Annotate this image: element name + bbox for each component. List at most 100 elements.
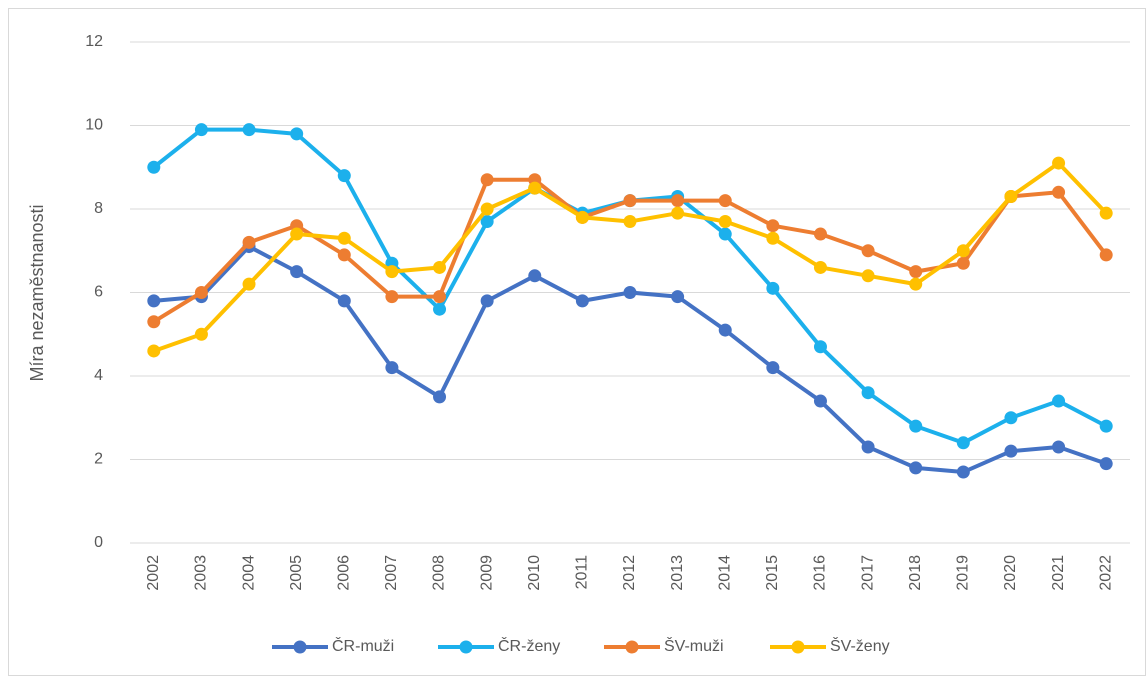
x-tick-label: 2019 [955, 555, 972, 591]
data-point [385, 290, 399, 304]
x-tick-label: 2002 [145, 555, 162, 591]
data-point [956, 256, 970, 270]
data-point [623, 286, 637, 299]
data-point [1099, 248, 1113, 262]
data-point [337, 294, 351, 308]
data-point [718, 194, 732, 208]
legend-marker [293, 640, 307, 654]
x-tick-label: 2013 [669, 555, 686, 591]
x-tick-label: 2003 [193, 555, 210, 591]
data-point [909, 265, 923, 279]
data-point [909, 461, 923, 475]
y-axis-label: Míra nezaměstnanosti [27, 204, 47, 381]
x-tick-label: 2017 [859, 555, 876, 591]
data-point [718, 227, 732, 241]
x-tick-label: 2018 [907, 555, 924, 591]
data-point [718, 215, 732, 229]
data-point [147, 315, 161, 329]
data-point [861, 244, 875, 258]
data-point [480, 202, 494, 216]
data-point [194, 123, 208, 137]
y-tick-label: 0 [94, 534, 103, 551]
data-point [718, 323, 732, 337]
data-point [480, 215, 494, 229]
x-tick-label: 2011 [574, 555, 591, 590]
data-point [433, 260, 447, 274]
x-tick-label: 2021 [1050, 555, 1067, 591]
data-point [290, 265, 304, 279]
data-point [147, 160, 161, 174]
data-point [623, 215, 637, 229]
data-point [385, 361, 399, 375]
x-tick-label: 2007 [383, 555, 400, 591]
legend-marker [625, 640, 639, 654]
data-point [528, 181, 542, 195]
data-point [242, 277, 256, 291]
data-point [242, 235, 256, 249]
legend-label: ŠV-ženy [830, 636, 890, 655]
data-point [1052, 440, 1066, 454]
y-tick-label: 4 [94, 367, 103, 384]
data-point [813, 260, 827, 274]
data-point [1052, 156, 1066, 170]
data-point [671, 194, 685, 208]
data-point [1004, 411, 1018, 425]
data-point [1099, 206, 1113, 220]
data-point [290, 227, 304, 241]
data-point [956, 465, 970, 479]
data-point [1099, 457, 1113, 471]
data-point [861, 440, 875, 454]
x-tick-label: 2006 [336, 555, 353, 591]
data-point [147, 344, 161, 358]
x-tick-label: 2008 [431, 555, 448, 591]
y-tick-label: 8 [94, 200, 103, 217]
x-tick-label: 2004 [240, 555, 257, 591]
x-tick-label: 2015 [764, 555, 781, 591]
data-point [1052, 394, 1066, 408]
data-point [337, 169, 351, 183]
y-tick-label: 10 [85, 117, 103, 134]
data-point [433, 290, 447, 304]
data-point [766, 219, 780, 233]
data-point [337, 248, 351, 262]
data-point [766, 231, 780, 245]
data-point [194, 327, 208, 341]
data-point [1004, 189, 1018, 203]
x-tick-label: 2022 [1097, 555, 1114, 591]
data-point [909, 277, 923, 291]
y-tick-label: 6 [94, 284, 103, 301]
data-point [1004, 444, 1018, 458]
data-point [433, 302, 447, 316]
data-point [528, 269, 542, 283]
data-point [956, 436, 970, 450]
data-point [480, 294, 494, 308]
legend-marker [791, 640, 805, 654]
data-point [813, 340, 827, 354]
data-point [671, 290, 685, 304]
data-point [194, 286, 208, 299]
data-point [242, 123, 256, 137]
data-point [575, 294, 589, 308]
y-tick-label: 12 [85, 33, 103, 50]
data-point [385, 265, 399, 279]
data-point [813, 394, 827, 408]
data-point [147, 294, 161, 308]
chart-border [8, 8, 1146, 676]
data-point [433, 390, 447, 404]
data-point [575, 210, 589, 224]
legend-label: ČR-ženy [498, 636, 560, 655]
data-point [813, 227, 827, 241]
data-point [909, 419, 923, 433]
x-tick-label: 2012 [621, 555, 638, 591]
x-tick-label: 2010 [526, 555, 543, 591]
legend-marker [459, 640, 473, 654]
data-point [956, 244, 970, 258]
data-point [766, 361, 780, 375]
x-tick-label: 2016 [812, 555, 829, 591]
x-tick-label: 2005 [288, 555, 305, 591]
x-tick-label: 2020 [1002, 555, 1019, 591]
data-point [766, 281, 780, 295]
x-tick-label: 2009 [478, 555, 495, 591]
data-point [1052, 185, 1066, 199]
x-tick-label: 2014 [716, 555, 733, 591]
